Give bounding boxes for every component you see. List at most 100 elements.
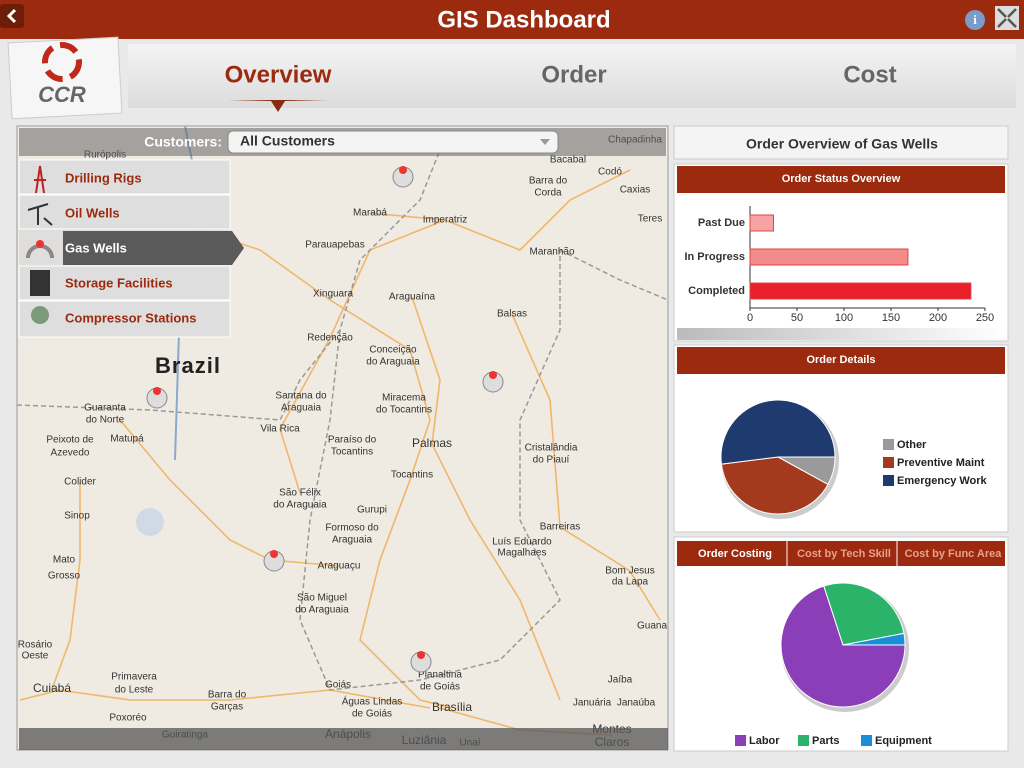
map-label: Cuiabá xyxy=(33,681,71,695)
map-label: Peixoto de xyxy=(46,435,94,446)
map-label: Codó xyxy=(598,167,622,178)
map-label: São Miguel xyxy=(297,593,347,604)
map-label: Paraíso do xyxy=(328,435,377,446)
map-label: Janaúba xyxy=(617,698,656,709)
app-title: GIS Dashboard xyxy=(437,6,610,33)
tab-cost[interactable]: Cost xyxy=(843,61,896,88)
y-tick-label: Completed xyxy=(688,285,745,297)
borders xyxy=(16,149,669,691)
legend-label: Labor xyxy=(749,735,780,747)
layer-row[interactable] xyxy=(18,300,231,338)
marker-alert xyxy=(153,387,161,395)
bar xyxy=(749,282,972,300)
map-label: Matupá xyxy=(110,434,144,445)
map-label: Araguaia xyxy=(281,403,321,414)
map-label: Barra do xyxy=(529,176,568,187)
map-label: Miracema xyxy=(382,393,426,404)
x-tick-label: 0 xyxy=(747,312,753,324)
map-label: do Leste xyxy=(115,685,154,696)
legend-label: Other xyxy=(897,439,927,451)
bar xyxy=(749,248,909,266)
map-label: Barra do xyxy=(208,690,247,701)
map-label: Marabá xyxy=(353,208,387,219)
layer-row-selected[interactable] xyxy=(63,231,244,265)
map-label: Tocantins xyxy=(391,470,433,481)
map-label: Brazil xyxy=(155,353,221,378)
map-label: Poxoréo xyxy=(109,713,147,724)
x-tick-label: 200 xyxy=(929,312,947,324)
map-label: Corda xyxy=(534,188,562,199)
map-label: Imperatriz xyxy=(423,215,467,226)
map-footer xyxy=(19,728,668,750)
info-button[interactable] xyxy=(965,10,985,30)
map-label: Santana do xyxy=(275,391,327,402)
chart-title: Order Status Overview xyxy=(782,173,901,185)
map-label: Azevedo xyxy=(51,448,90,459)
marker-alert xyxy=(270,550,278,558)
map-label: Barreiras xyxy=(540,522,581,533)
map-label: Teres xyxy=(638,214,662,225)
map-label: Guana xyxy=(637,621,667,632)
info-icon: i xyxy=(973,12,977,27)
layer-row[interactable] xyxy=(18,194,231,230)
map-label: Caxias xyxy=(620,185,651,196)
map-label: Grosso xyxy=(48,571,81,582)
map: RurópolisMarabáImperatrizBarra doCordaBa… xyxy=(16,125,669,751)
map-label: do Araguaia xyxy=(295,605,349,616)
pie-slice xyxy=(842,632,906,646)
rig-icon xyxy=(34,165,46,194)
map-label: Palmas xyxy=(412,436,452,450)
tab-indicator xyxy=(228,100,328,112)
map-label: Bacabal xyxy=(550,155,586,166)
legend-label: Emergency Work xyxy=(897,475,988,487)
legend-swatch xyxy=(735,735,746,746)
map-label: Brasília xyxy=(432,700,472,714)
costing-tabs xyxy=(677,541,1005,566)
map-label: Vila Rica xyxy=(260,424,300,435)
map-label: Guaranta xyxy=(84,403,126,414)
layer-label: Storage Facilities xyxy=(65,275,173,290)
bar-panel-footer xyxy=(677,328,1005,340)
pie-slice xyxy=(780,585,906,708)
y-tick-label: Past Due xyxy=(698,217,745,229)
map-label: Oeste xyxy=(22,651,49,662)
customers-dropdown[interactable] xyxy=(227,130,559,154)
map-label: Araguaína xyxy=(389,292,436,303)
y-tick-label: In Progress xyxy=(684,251,745,263)
layer-row[interactable] xyxy=(18,159,231,195)
x-tick-label: 150 xyxy=(882,312,900,324)
map-label: do Piauí xyxy=(533,455,570,466)
map-label: Maranhão xyxy=(529,247,574,258)
back-button[interactable] xyxy=(0,4,24,28)
legend-swatch xyxy=(861,735,872,746)
bar-panel-header xyxy=(677,166,1005,193)
map-label: Colider xyxy=(64,477,96,488)
x-tick-label: 100 xyxy=(835,312,853,324)
header-bar xyxy=(0,0,1024,39)
map-label: Jaíba xyxy=(608,675,633,686)
map-label: do Norte xyxy=(86,415,125,426)
tab-overview[interactable]: Overview xyxy=(225,61,332,88)
map-label: Bom Jesus xyxy=(605,566,654,577)
costing-tab[interactable]: Order Costing xyxy=(698,548,772,560)
legend-label: Preventive Maint xyxy=(897,457,985,469)
layer-row[interactable] xyxy=(18,265,231,301)
logo-card xyxy=(7,36,123,120)
map-label: Magalhaes xyxy=(498,548,547,559)
logo-mark xyxy=(42,42,82,82)
map-label: Xinguara xyxy=(313,289,353,300)
layer-label: Oil Wells xyxy=(65,205,120,220)
map-label: Goiás xyxy=(325,680,351,691)
pie-panel-header xyxy=(677,347,1005,374)
chart-title: Order Details xyxy=(806,354,875,366)
map-label: Araguaia xyxy=(332,535,372,546)
customers-value: All Customers xyxy=(240,133,335,149)
map-label: do Araguaia xyxy=(366,357,420,368)
tab-order[interactable]: Order xyxy=(541,61,606,88)
costing-tab[interactable]: Cost by Func Area xyxy=(905,548,1003,560)
costing-tab[interactable]: Cost by Tech Skill xyxy=(797,548,891,560)
map-label: Parauapebas xyxy=(305,240,365,251)
dropdown-arrow xyxy=(540,139,550,145)
map-label: do Araguaia xyxy=(273,500,327,511)
map-label: do Tocantins xyxy=(376,405,432,416)
